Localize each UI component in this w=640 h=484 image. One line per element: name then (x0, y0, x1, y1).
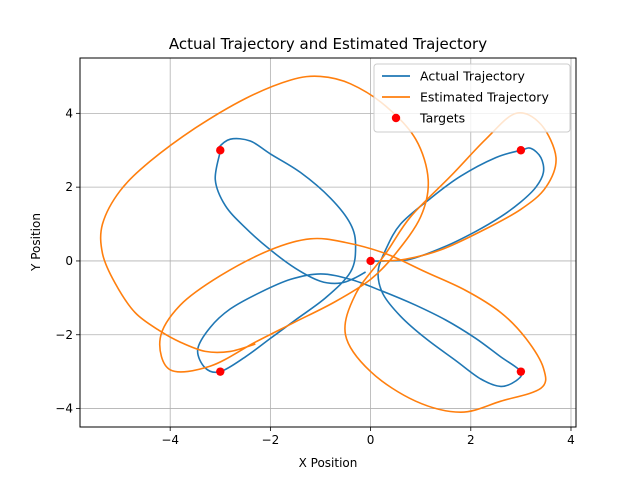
y-tick-label: 2 (65, 180, 73, 194)
legend-label-actual-trajectory: Actual Trajectory (420, 69, 525, 84)
y-tick-label: 0 (65, 254, 73, 268)
x-tick-label: 0 (367, 433, 375, 447)
chart-title: Actual Trajectory and Estimated Trajecto… (169, 35, 487, 53)
y-axis-label: Y Position (29, 213, 43, 272)
target-marker (517, 146, 525, 154)
target-marker (366, 257, 374, 265)
target-marker (216, 146, 224, 154)
x-tick-label: 2 (467, 433, 475, 447)
y-tick-label: −4 (55, 402, 73, 416)
x-tick-label: −2 (262, 433, 280, 447)
x-axis-label: X Position (299, 456, 358, 470)
legend-label-estimated-trajectory: Estimated Trajectory (420, 90, 549, 105)
legend-label-targets: Targets (419, 111, 465, 126)
legend-swatch-targets (392, 114, 400, 122)
target-marker (517, 367, 525, 375)
y-tick-label: 4 (65, 106, 73, 120)
y-tick-label: −2 (55, 328, 73, 342)
x-tick-label: −4 (161, 433, 179, 447)
x-tick-label: 4 (567, 433, 575, 447)
legend: Actual Trajectory Estimated Trajectory Tar… (374, 64, 570, 132)
target-marker (216, 367, 224, 375)
